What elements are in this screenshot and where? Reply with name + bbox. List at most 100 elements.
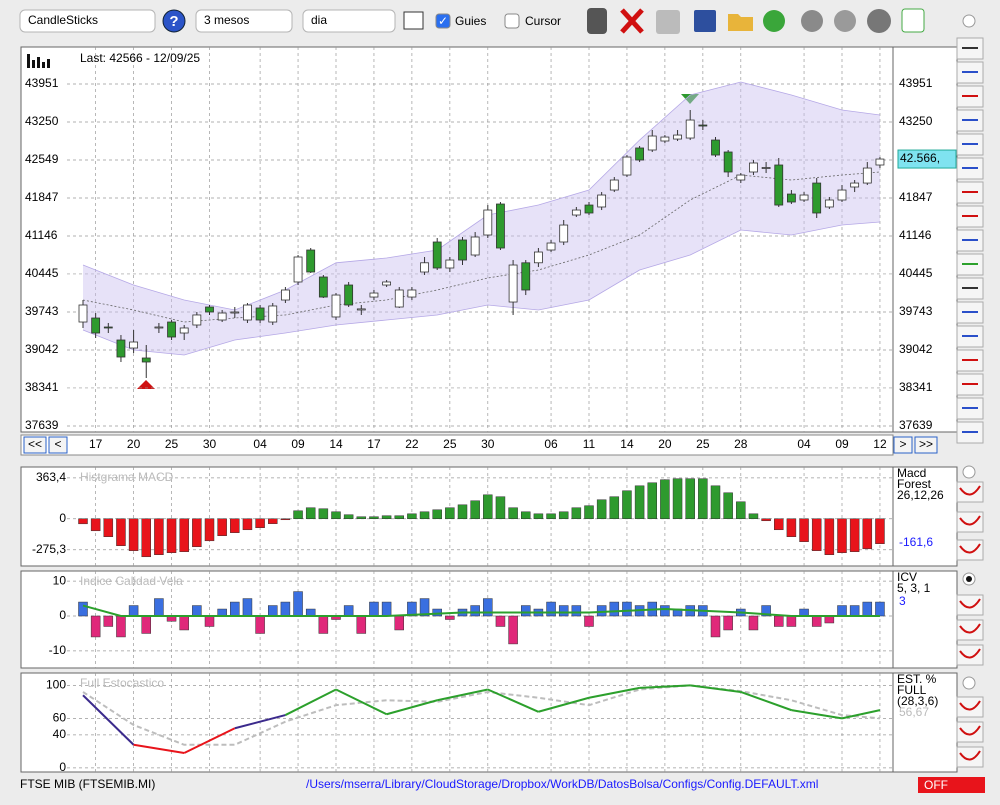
period-select[interactable]	[195, 9, 293, 33]
cursor-label: Cursor	[525, 14, 561, 28]
bar	[445, 615, 455, 620]
bar	[407, 601, 417, 617]
check-mark: ✓	[438, 14, 448, 28]
bar	[394, 515, 404, 520]
candle-body	[622, 156, 632, 176]
y-tick-label-right: 39743	[899, 304, 933, 318]
candle-body	[280, 289, 290, 301]
bar	[369, 516, 379, 519]
bar	[407, 513, 417, 519]
status: OFF	[924, 778, 948, 792]
candle-body	[685, 119, 695, 139]
bar	[255, 615, 265, 634]
sync-icon[interactable]	[801, 10, 823, 32]
legend-text: 5, 3, 1	[897, 581, 931, 595]
candle-body	[192, 314, 202, 326]
euro-icon[interactable]	[834, 10, 856, 32]
prev-button[interactable]	[48, 436, 68, 454]
candle-body	[230, 311, 240, 314]
tool-button[interactable]	[956, 619, 984, 641]
next-button[interactable]	[893, 436, 913, 454]
tool-button[interactable]	[956, 539, 984, 561]
refresh-icon[interactable]	[763, 10, 785, 32]
y-tick-label: 39743	[25, 304, 59, 318]
legend-text: Macd	[897, 466, 926, 480]
tool-button[interactable]	[956, 746, 984, 768]
delete-icon[interactable]	[620, 8, 644, 34]
y-tick-label-right: 43250	[899, 114, 933, 128]
candle-body	[103, 326, 113, 329]
bar	[622, 490, 632, 519]
tool-button[interactable]	[956, 721, 984, 743]
camera-icon[interactable]	[656, 10, 680, 34]
guides-checkbox[interactable]	[435, 13, 451, 29]
tool-button[interactable]	[956, 594, 984, 616]
tool-column	[962, 14, 976, 690]
x-tick-label: 25	[443, 437, 457, 451]
bar	[710, 615, 721, 638]
radio[interactable]	[962, 465, 976, 479]
x-tick-label: 28	[734, 437, 748, 451]
cursor-checkbox[interactable]	[504, 13, 520, 29]
candle-body	[458, 239, 467, 261]
bar	[862, 601, 873, 617]
first-button[interactable]	[23, 436, 47, 454]
candle-body	[723, 151, 733, 173]
bar	[331, 511, 341, 519]
status-box[interactable]	[918, 777, 985, 793]
calendar-icon[interactable]	[901, 8, 925, 33]
k-segment	[133, 743, 185, 755]
k-segment	[690, 684, 741, 693]
candle-body	[179, 327, 189, 334]
tool-button[interactable]	[956, 511, 984, 533]
last-value: -161,6	[899, 535, 933, 549]
interval-select[interactable]	[302, 9, 396, 33]
candle-body	[862, 167, 872, 184]
bar	[103, 615, 114, 627]
candle-body	[799, 194, 809, 201]
candle-body	[78, 304, 88, 323]
d-line	[82, 684, 881, 746]
k-segment	[386, 699, 438, 716]
candle-body	[698, 124, 708, 127]
bar	[508, 615, 518, 645]
k-segment	[234, 714, 286, 730]
bar	[811, 518, 822, 551]
candle-body	[306, 249, 316, 273]
candle-body	[673, 134, 682, 140]
y-tick-label-right: 40445	[899, 266, 933, 280]
k-segment	[740, 691, 792, 712]
tool-button[interactable]	[956, 481, 984, 503]
trash-icon[interactable]	[587, 8, 607, 34]
tool-button[interactable]	[956, 696, 984, 718]
help-button[interactable]	[162, 9, 186, 33]
bar	[356, 615, 367, 634]
open-icon[interactable]	[728, 14, 753, 31]
bar	[723, 615, 733, 631]
x-tick-label: 30	[203, 437, 217, 451]
bar	[786, 615, 797, 627]
legend-text: (28,3,6)	[897, 694, 938, 708]
candle-body	[293, 256, 303, 283]
radio[interactable]	[962, 14, 976, 28]
y-tick-label-right: 41146	[899, 228, 932, 242]
settings-icon[interactable]	[867, 9, 891, 33]
candle-body	[470, 236, 480, 256]
y-tick-label: 40	[53, 727, 67, 741]
chart-type-select[interactable]	[19, 9, 156, 33]
save-icon[interactable]	[694, 10, 716, 32]
x-tick-label: 17	[367, 437, 381, 451]
bar	[521, 511, 531, 519]
chart-icon[interactable]	[403, 11, 424, 30]
help-icon: ?	[169, 13, 178, 30]
last-button[interactable]	[914, 436, 938, 454]
tool-button[interactable]	[956, 644, 984, 666]
radio[interactable]	[962, 676, 976, 690]
candle-body	[824, 199, 834, 208]
last-price: 42.566,	[900, 151, 940, 165]
bar	[862, 518, 873, 550]
bar	[293, 510, 303, 520]
candle-body	[268, 305, 278, 323]
bar	[483, 494, 493, 520]
bar	[90, 615, 101, 638]
